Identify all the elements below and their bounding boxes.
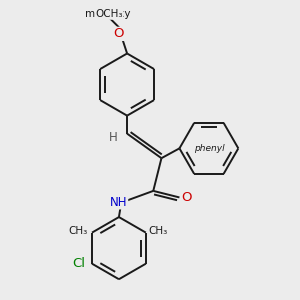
Text: phenyl: phenyl (194, 144, 224, 153)
Text: Cl: Cl (72, 257, 85, 270)
Text: O: O (113, 27, 124, 40)
Text: NH: NH (110, 196, 128, 209)
Text: O: O (182, 191, 192, 204)
Text: OCH₃: OCH₃ (95, 9, 123, 19)
Text: methoxy: methoxy (85, 9, 130, 19)
Text: CH₃: CH₃ (69, 226, 88, 236)
Text: CH₃: CH₃ (148, 226, 168, 236)
Text: H: H (109, 131, 118, 144)
